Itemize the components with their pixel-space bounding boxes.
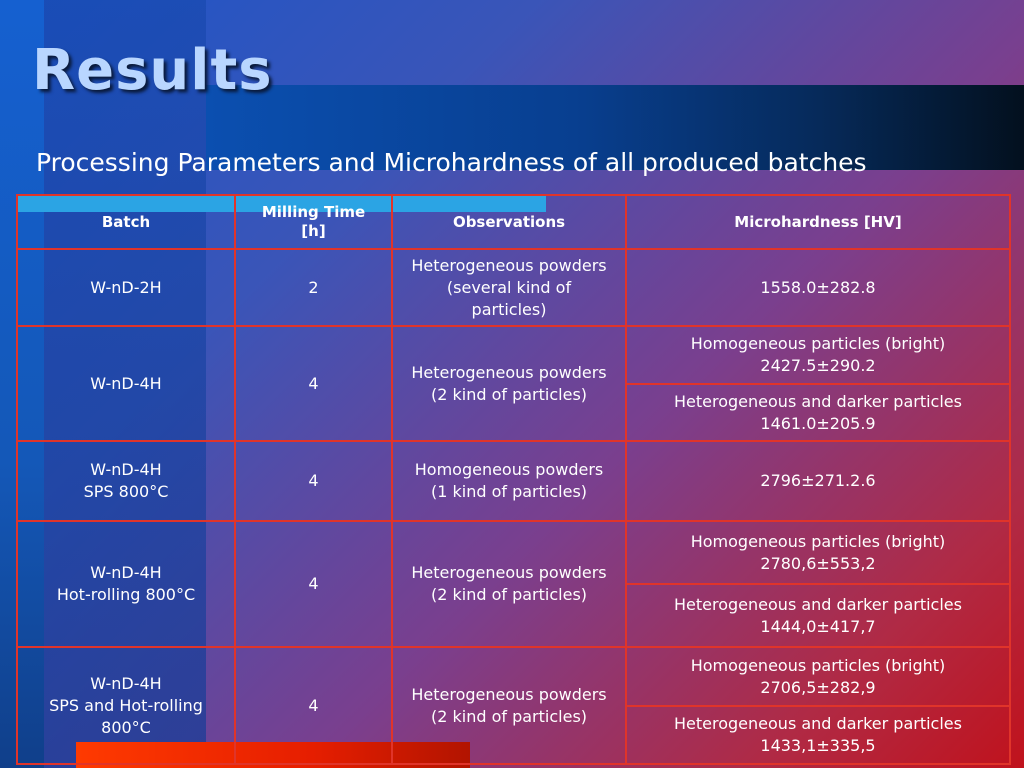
cell-microhardness-line: 2780,6±553,2 <box>760 553 876 573</box>
cell-milling-time: 4 <box>234 646 393 765</box>
table-row: W-nD-4H 4 Heterogeneous powders (2 kind of … <box>16 325 1011 442</box>
cell-microhardness-line: 2706,5±282,9 <box>760 677 876 697</box>
cell-batch-line: SPS 800°C <box>83 482 169 501</box>
cell-milling-time: 2 <box>234 248 393 327</box>
cell-batch-line: W-nD-4H <box>90 373 162 393</box>
cell-observations-line: (2 kind of particles) <box>430 384 588 404</box>
cell-milling-time: 4 <box>234 520 393 648</box>
cell-observations-line: (several kind of <box>446 277 572 297</box>
cell-batch: W-nD-4H <box>16 325 236 442</box>
cell-milling-time: 4 <box>234 440 393 522</box>
cell-batch-line: Hot-rolling 800°C <box>56 585 196 604</box>
cell-observations-line: Homogeneous powders <box>414 460 604 479</box>
results-table: Batch Milling Time [h] Observations Micr… <box>16 194 1011 765</box>
cell-observations-line: (2 kind of particles) <box>430 585 588 604</box>
header-microhardness: Microhardness [HV] <box>625 194 1011 250</box>
cell-microhardness: Heterogeneous and darker particles 1433,1… <box>625 705 1011 765</box>
cell-microhardness-line: Heterogeneous and darker particles <box>674 594 962 614</box>
cell-observations-line: (1 kind of particles) <box>430 482 588 501</box>
cell-observations: Heterogeneous powders (2 kind of particle… <box>391 325 627 442</box>
cell-microhardness-line: Homogeneous particles (bright) <box>690 655 946 675</box>
cell-microhardness: Homogeneous particles (bright) 2427.5±290… <box>625 325 1011 385</box>
cell-microhardness-line: Homogeneous particles (bright) <box>690 531 946 551</box>
cell-microhardness: Homogeneous particles (bright) 2706,5±282… <box>625 646 1011 707</box>
cell-batch-line: SPS and Hot-rolling <box>49 695 203 715</box>
cell-observations-line: (2 kind of particles) <box>430 706 588 726</box>
header-milling-time-line2: [h] <box>301 222 326 240</box>
table-row: Heterogeneous and darker particles 1433,1… <box>17 705 1011 765</box>
cell-batch-line: W-nD-4H <box>90 460 162 479</box>
cell-microhardness: Heterogeneous and darker particles 1461.0… <box>625 383 1011 442</box>
cell-batch: W-nD-4H Hot-rolling 800°C <box>16 520 236 648</box>
cell-microhardness-line: 1558.0±282.8 <box>760 277 876 297</box>
cell-observations-line: Heterogeneous powders <box>411 684 607 704</box>
cell-microhardness-line: 1433,1±335,5 <box>760 736 876 755</box>
cell-batch-line: 800°C <box>101 717 151 737</box>
cell-microhardness-line: Homogeneous particles (bright) <box>690 334 946 353</box>
cell-observations: Heterogeneous powders (2 kind of particle… <box>391 520 627 648</box>
cell-observations-line: particles) <box>471 299 547 319</box>
table-row: W-nD-2H 2 Heterogeneous powders (several ki… <box>16 248 1011 327</box>
table-row: Heterogeneous and darker particles 1461.0… <box>17 383 1011 442</box>
cell-batch: W-nD-2H <box>16 248 236 327</box>
cell-batch: W-nD-4H SPS and Hot-rolling 800°C <box>16 646 236 765</box>
slide-subtitle: Processing Parameters and Microhardness … <box>36 148 867 177</box>
header-milling-time: Milling Time [h] <box>234 194 393 250</box>
cell-observations-line: Heterogeneous powders <box>411 563 607 582</box>
cell-batch-line: W-nD-4H <box>90 563 162 582</box>
table-row: W-nD-4H SPS 800°C 4 Homogeneous powders (1 k… <box>16 440 1011 522</box>
cell-observations-line: Heterogeneous powders <box>411 362 607 382</box>
cell-microhardness-line: 2796±271.2.6 <box>760 471 876 490</box>
table-row: W-nD-4H Hot-rolling 800°C 4 Heterogeneous p… <box>16 520 1011 648</box>
cell-microhardness-line: Heterogeneous and darker particles <box>674 714 962 733</box>
cell-observations: Homogeneous powders (1 kind of particles) <box>391 440 627 522</box>
cell-microhardness: Homogeneous particles (bright) 2780,6±553… <box>625 520 1011 585</box>
cell-milling-time: 4 <box>234 325 393 442</box>
cell-batch-line: W-nD-4H <box>90 673 162 693</box>
cell-observations: Heterogeneous powders (2 kind of particle… <box>391 646 627 765</box>
table-header-row: Batch Milling Time [h] Observations Micr… <box>16 194 1011 250</box>
cell-microhardness-line: 1444,0±417,7 <box>760 616 876 636</box>
header-observations: Observations <box>391 194 627 250</box>
cell-microhardness-line: 2427.5±290.2 <box>760 356 876 375</box>
cell-microhardness-line: Heterogeneous and darker particles <box>674 391 962 411</box>
cell-microhardness: Heterogeneous and darker particles 1444,0… <box>625 583 1011 648</box>
cell-batch-line: W-nD-2H <box>90 277 162 297</box>
decorative-title-bar <box>206 85 1024 170</box>
table-row: Heterogeneous and darker particles 1444,0… <box>17 583 1011 648</box>
header-milling-time-line1: Milling Time <box>261 203 366 221</box>
cell-microhardness: 2796±271.2.6 <box>625 440 1011 522</box>
slide-title: Results <box>32 38 273 103</box>
header-batch: Batch <box>16 194 236 250</box>
cell-microhardness: 1558.0±282.8 <box>625 248 1011 327</box>
cell-observations: Heterogeneous powders (several kind of par… <box>391 248 627 327</box>
table-row: W-nD-4H SPS and Hot-rolling 800°C 4 Heteroge… <box>16 646 1011 765</box>
cell-microhardness-line: 1461.0±205.9 <box>760 413 876 433</box>
cell-observations-line: Heterogeneous powders <box>411 255 607 275</box>
cell-batch: W-nD-4H SPS 800°C <box>16 440 236 522</box>
